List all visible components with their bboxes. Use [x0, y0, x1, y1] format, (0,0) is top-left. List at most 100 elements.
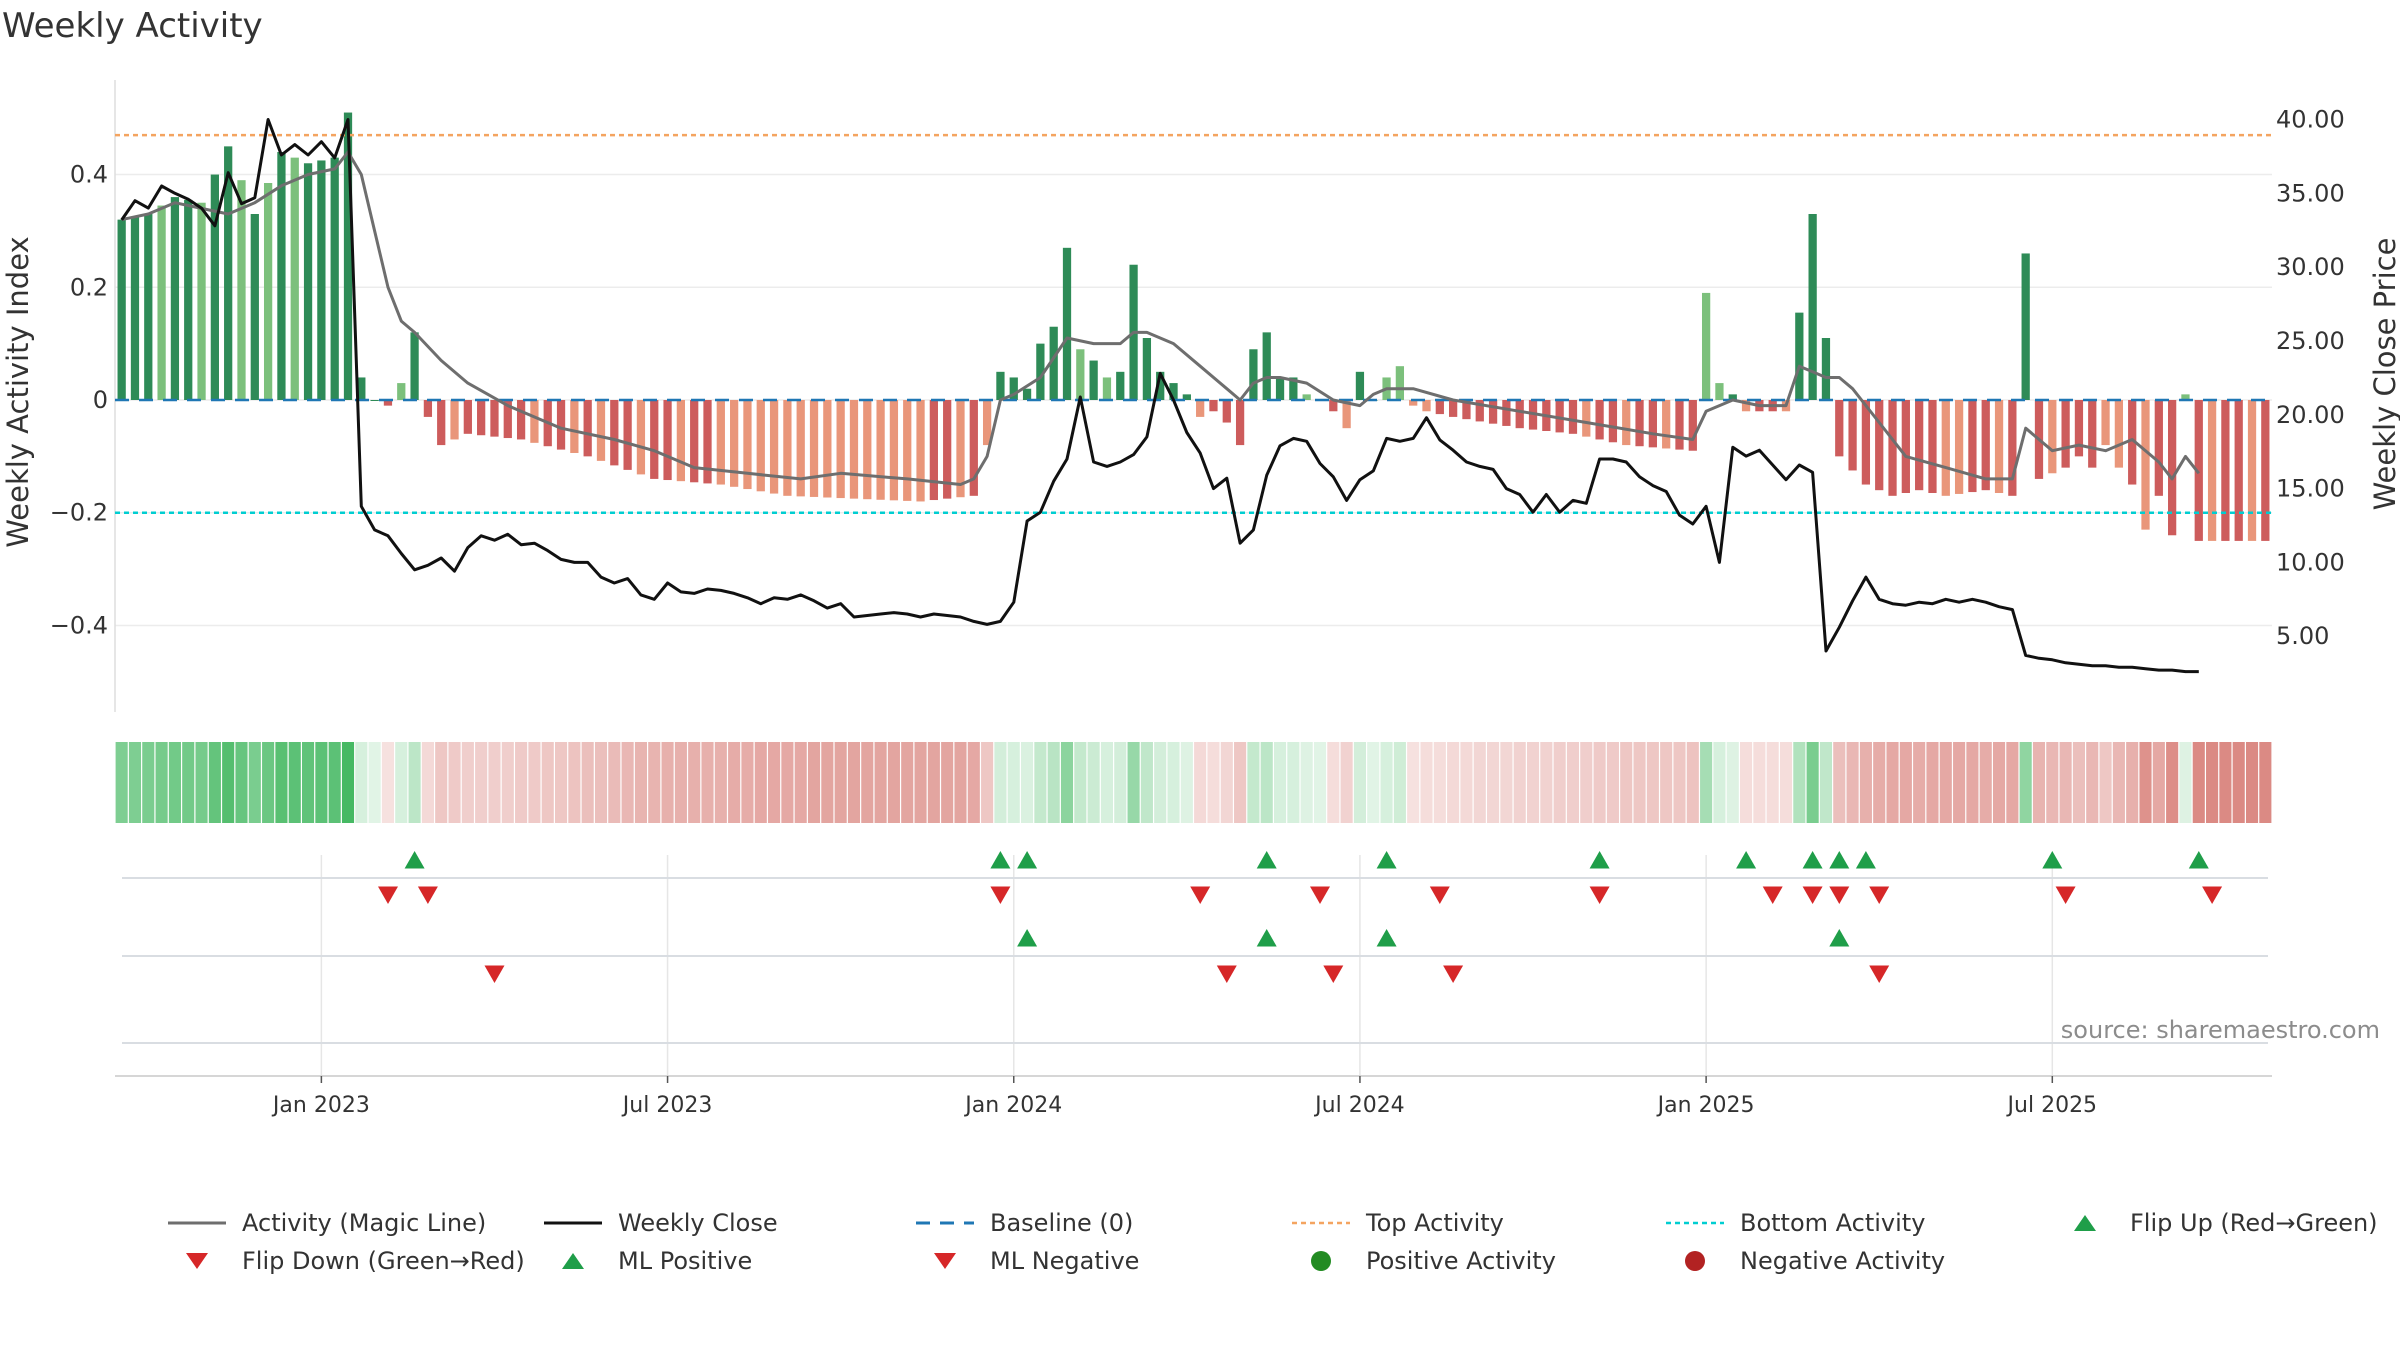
activity-bar	[503, 400, 512, 439]
activity-bar	[1222, 400, 1231, 423]
heat-strip-cell	[1473, 742, 1486, 823]
activity-bar	[676, 400, 686, 482]
heat-strip-cell	[1766, 742, 1779, 823]
activity-bar	[1156, 371, 1165, 400]
heat-strip-cell	[1074, 742, 1087, 823]
activity-bar	[1196, 400, 1205, 417]
heat-strip-cell	[568, 742, 581, 823]
activity-bar	[610, 400, 619, 466]
activity-bar	[969, 400, 978, 496]
heat-strip-cell	[1154, 742, 1167, 823]
ml-negative-marker	[1869, 965, 1890, 983]
flip-up-marker	[1829, 851, 1850, 869]
activity-bar	[1209, 400, 1218, 412]
activity-bar	[2221, 400, 2230, 541]
activity-bar	[423, 400, 433, 417]
activity-bar	[1449, 400, 1458, 417]
activity-bar	[1915, 400, 1924, 491]
activity-bar	[929, 400, 938, 501]
legend-label: Flip Down (Green→Red)	[242, 1247, 525, 1275]
heat-strip-cell	[315, 742, 328, 823]
heat-strip-cell	[461, 742, 474, 823]
activity-bar	[490, 400, 499, 437]
right-tick-label: 25.00	[2276, 327, 2345, 355]
heat-strip-cell	[1899, 742, 1912, 823]
heat-strip-cell	[688, 742, 701, 823]
activity-bar	[663, 400, 672, 481]
activity-bar	[317, 160, 326, 400]
heat-strip-cell	[608, 742, 621, 823]
activity-bar	[290, 157, 299, 400]
heat-strip-cell	[1180, 742, 1193, 823]
legend-item-ml-positive: ML Positive	[542, 1247, 752, 1275]
activity-bar	[2021, 253, 2030, 400]
flip-up-triangle-icon	[2074, 1215, 2096, 1231]
legend-label: Negative Activity	[1740, 1247, 1946, 1275]
activity-bar	[1076, 349, 1085, 400]
heat-strip-cell	[594, 742, 608, 823]
activity-bar	[1728, 394, 1737, 400]
activity-bar	[130, 216, 140, 400]
heat-strip-cell	[1992, 742, 2006, 823]
activity-bar	[1701, 292, 1711, 400]
axes-layer	[114, 80, 2272, 1083]
flip-up-marker	[1376, 851, 1397, 869]
heat-strip-cell	[1633, 742, 1646, 823]
heat-strip-cell	[581, 742, 594, 823]
heat-strip-cell	[1114, 742, 1127, 823]
activity-bar	[2247, 400, 2257, 541]
heat-strip-cell	[1260, 742, 1273, 823]
activity-bar	[1102, 377, 1112, 400]
left-axis-title: Weekly Activity Index	[1, 236, 35, 547]
activity-bar	[1608, 400, 1618, 443]
heat-strip-cell	[1660, 742, 1673, 823]
activity-bar	[1062, 247, 1072, 400]
heat-strip-cell	[182, 742, 195, 823]
heat-strip-cell	[1580, 742, 1593, 823]
activity-bar	[157, 205, 166, 400]
heat-strip-cell	[1500, 742, 1513, 823]
heat-strip-cell	[1380, 742, 1393, 823]
axis-labels: 0.4 0.2 0 −0.2 −0.4 40.00 35.00 30.00 25.00 20.00…	[1, 106, 2400, 1118]
activity-bar	[730, 400, 739, 487]
heat-strip-cell	[674, 742, 687, 823]
heat-strip-cell	[2072, 742, 2085, 823]
heat-strip-cell	[1913, 742, 1926, 823]
right-tick-label: 15.00	[2276, 475, 2345, 503]
activity-bar	[2061, 400, 2070, 468]
activity-bar	[1036, 343, 1045, 400]
flip-up-marker	[1256, 851, 1277, 869]
activity-bar	[210, 174, 219, 400]
activity-bar	[703, 400, 712, 484]
heat-strip-cell	[2206, 742, 2219, 823]
activity-bar	[2128, 400, 2137, 485]
activity-bar	[903, 400, 912, 501]
heat-strip-cell	[2046, 742, 2059, 823]
heat-strip-cell	[2152, 742, 2165, 823]
heat-strip-cell	[2219, 742, 2232, 823]
heat-strip-cell	[142, 742, 155, 823]
heat-strip-cell	[2032, 742, 2046, 823]
heat-strip-cell	[1327, 742, 1340, 823]
heat-strip-cell	[501, 742, 514, 823]
right-tick-label: 30.00	[2276, 253, 2345, 281]
x-tick-label: Jul 2023	[621, 1093, 713, 1118]
legend-item-weekly-close: Weekly Close	[542, 1209, 778, 1237]
heat-strip-cell	[1207, 742, 1220, 823]
heat-strip-cell	[821, 742, 834, 823]
right-axis-title: Weekly Close Price	[2368, 238, 2400, 511]
activity-bar	[2088, 400, 2097, 468]
positive-dot-icon	[1311, 1251, 1331, 1271]
heat-strip-cell	[754, 742, 767, 823]
flip-up-marker	[404, 851, 425, 869]
heat-strip-cell	[2059, 742, 2072, 823]
activity-bar	[1355, 371, 1365, 400]
flip-up-marker	[1589, 851, 1610, 869]
legend-label: Flip Up (Red→Green)	[2130, 1209, 2378, 1237]
activity-bar	[1409, 400, 1418, 406]
flip-down-triangle-icon	[186, 1253, 208, 1269]
heat-strip-cell	[1846, 742, 1859, 823]
activity-bar	[2048, 400, 2057, 474]
activity-bar	[2101, 400, 2110, 446]
heat-strip-cell	[954, 742, 967, 823]
